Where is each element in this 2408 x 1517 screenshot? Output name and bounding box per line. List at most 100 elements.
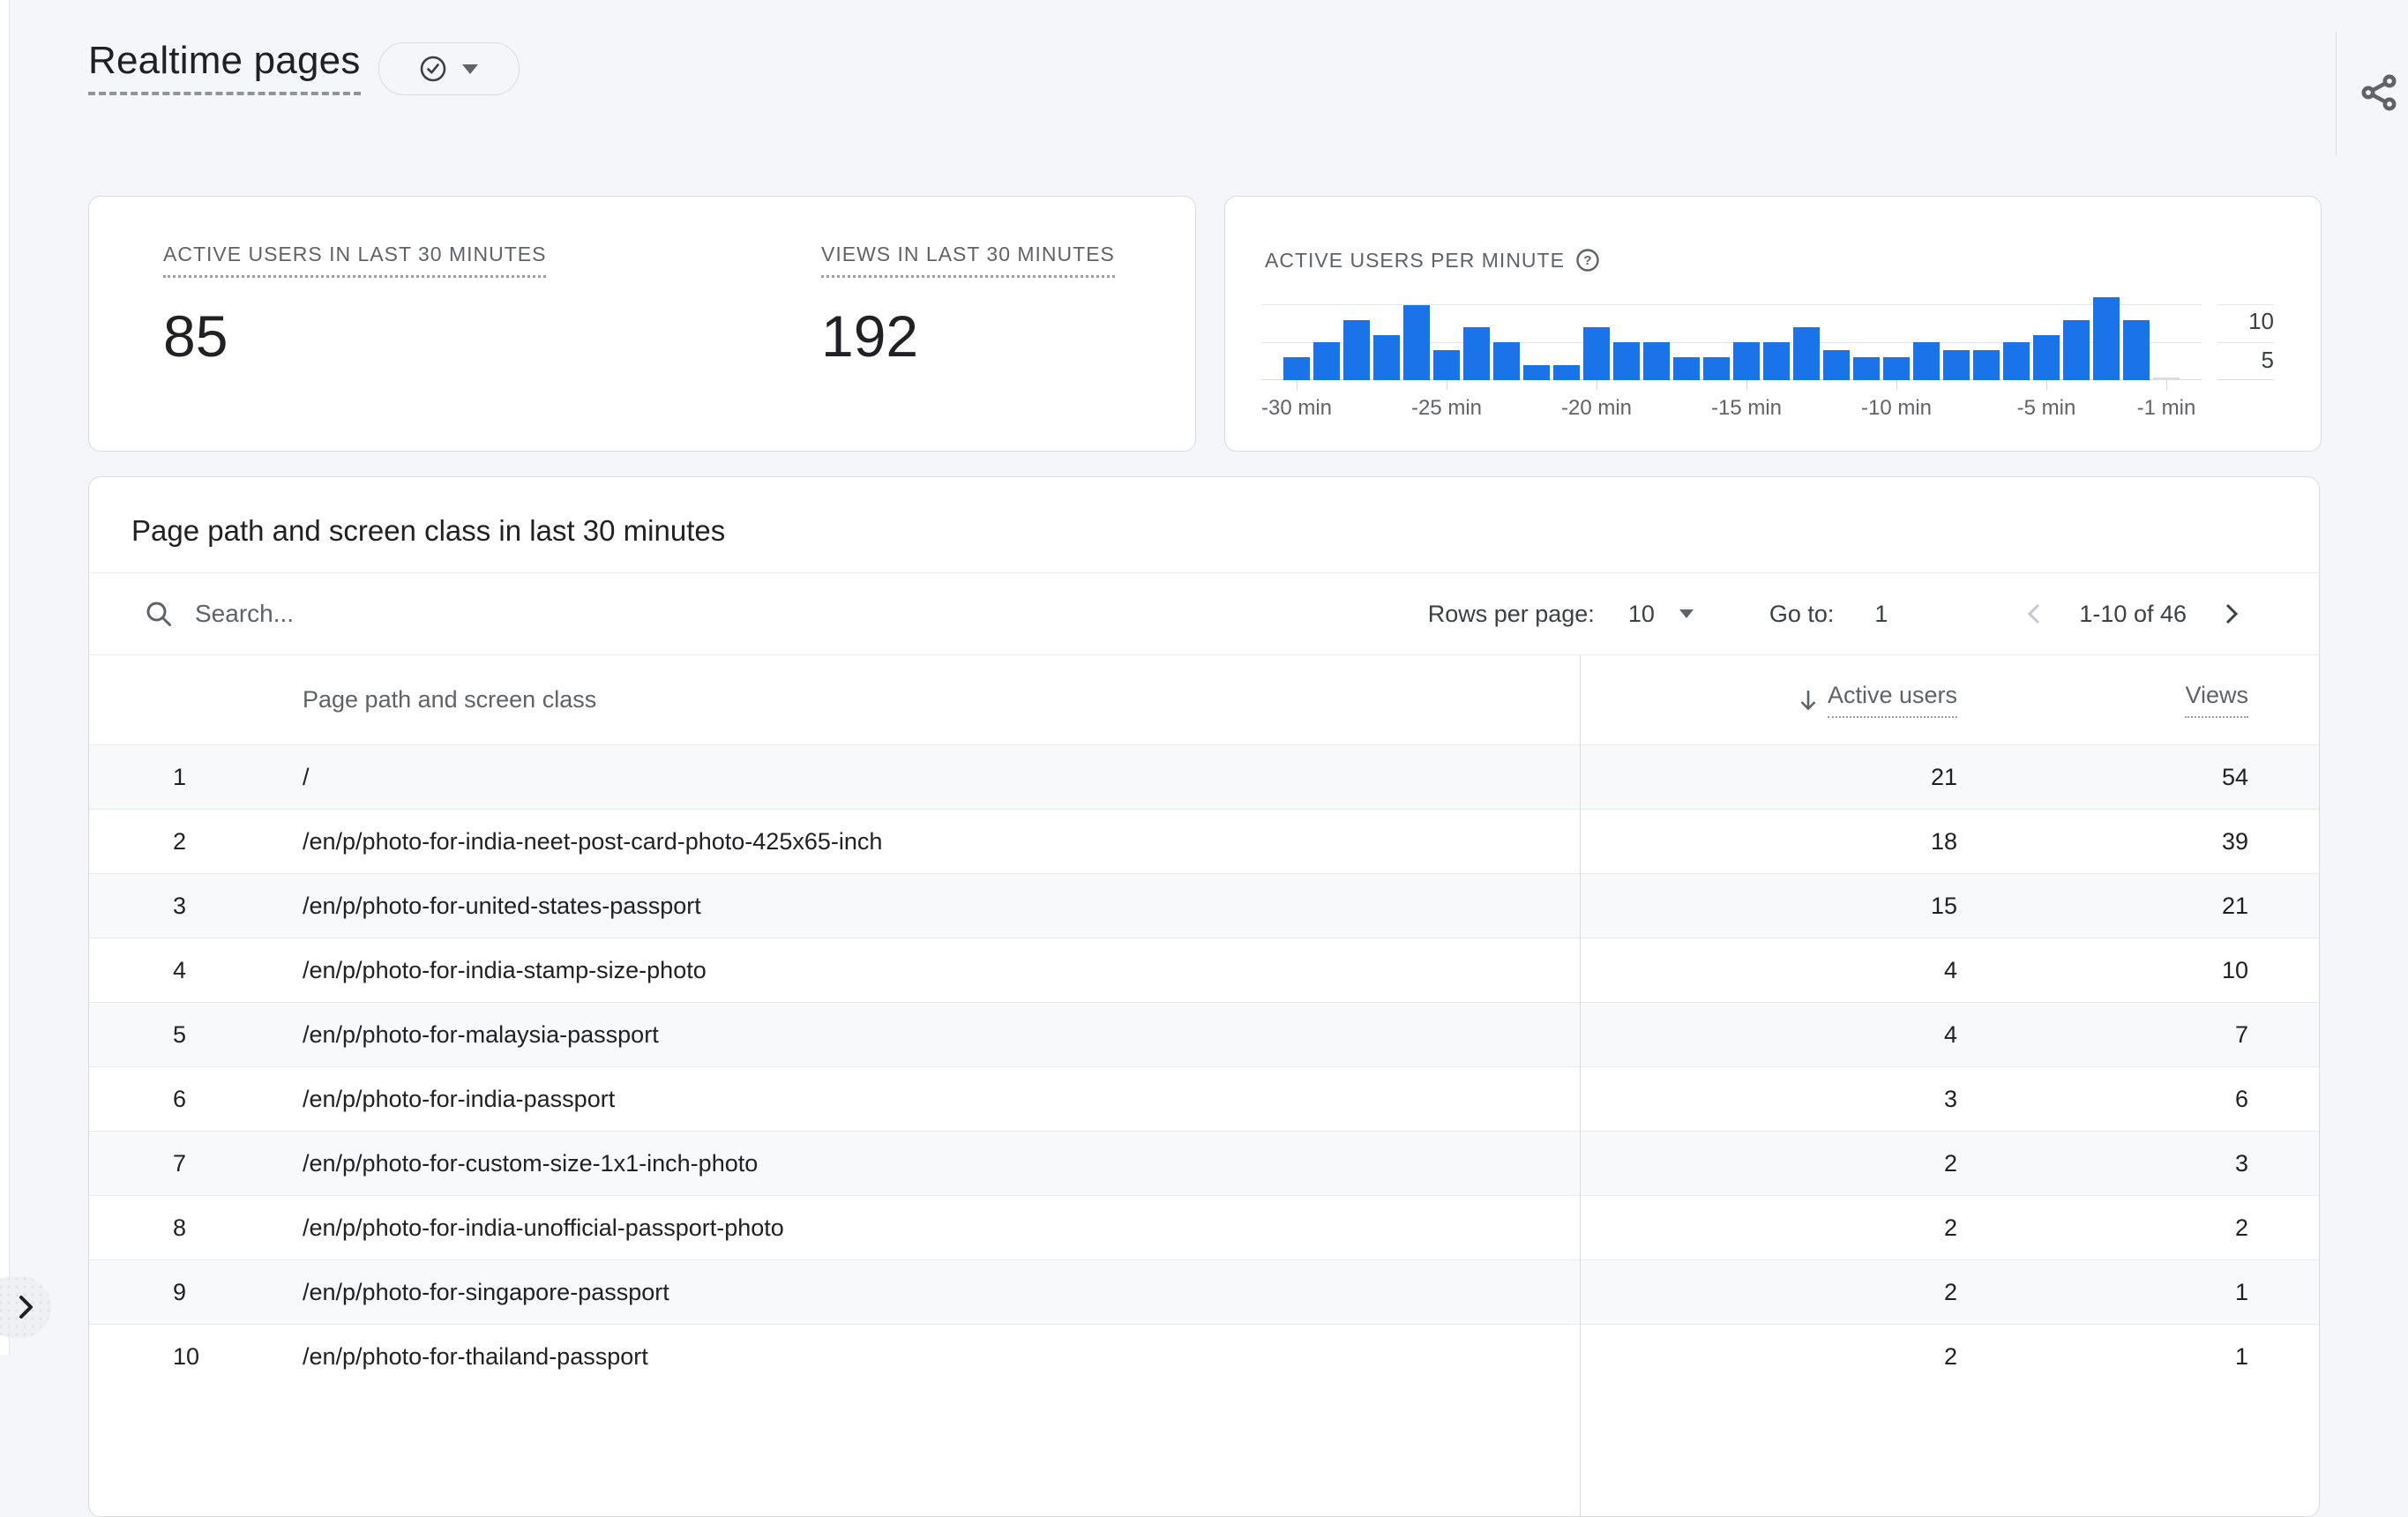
chevron-left-icon	[2028, 603, 2040, 624]
row-views: 1	[2234, 1278, 2248, 1305]
row-page-path: /en/p/photo-for-united-states-passport	[303, 892, 701, 919]
search-icon	[144, 599, 174, 629]
y-axis-tick-line-10	[2217, 304, 2274, 305]
chevron-right-icon	[2225, 603, 2239, 624]
page-header: Realtime pages	[88, 39, 520, 95]
rows-per-page-label: Rows per page:	[1427, 600, 1595, 627]
table-row: 4/en/p/photo-for-india-stamp-size-photo 4…	[89, 938, 2319, 1002]
page-title: Realtime pages	[88, 39, 361, 95]
row-page-path: /en/p/photo-for-thailand-passport	[303, 1342, 648, 1370]
active-users-metric-value: 85	[163, 303, 228, 369]
x-axis-label--25: -25 min	[1410, 396, 1483, 420]
chart-bar-minute--2	[2123, 320, 2150, 380]
table-row: 10/en/p/photo-for-thailand-passport 2 1	[89, 1324, 2319, 1388]
help-icon[interactable]: ?	[1575, 248, 1600, 273]
row-views: 54	[2221, 763, 2248, 790]
table-column-divider	[1580, 655, 1581, 1516]
report-status-dropdown-button[interactable]	[378, 42, 520, 95]
row-rank: 4	[173, 956, 187, 983]
table-header-row: Page path and screen class Active users …	[89, 655, 2319, 744]
row-rank: 1	[173, 763, 187, 790]
table-row: 6/en/p/photo-for-india-passport 3 6	[89, 1066, 2319, 1131]
row-views: 1	[2234, 1342, 2248, 1370]
caret-down-icon	[462, 64, 479, 74]
views-metric: VIEWS IN LAST 30 MINUTES 192	[821, 243, 1115, 370]
row-active-users: 4	[1943, 956, 1957, 983]
x-axis-label--30: -30 min	[1260, 396, 1333, 420]
active-users-per-minute-card: ACTIVE USERS PER MINUTE ? -30 min -25 min…	[1224, 196, 2322, 452]
chart-bar-minute--27	[1373, 335, 1400, 380]
table-row: 8/en/p/photo-for-india-unofficial-passpo…	[89, 1195, 2319, 1259]
row-views: 6	[2234, 1085, 2248, 1112]
search-input[interactable]	[193, 599, 655, 629]
chart-bar-minute--12	[1823, 350, 1850, 380]
chart-bar-minute--14	[1763, 342, 1790, 380]
row-rank: 7	[173, 1149, 187, 1177]
gridline-5	[1261, 342, 2202, 343]
header-divider	[2336, 32, 2337, 155]
active-users-per-minute-chart: -30 min -25 min -20 min -15 min -10 min -5 mi…	[1261, 294, 2202, 420]
prev-page-button[interactable]	[2017, 596, 2053, 631]
chart-bar-minute--6	[2003, 342, 2030, 380]
goto-page-input[interactable]	[1873, 599, 1930, 629]
chart-bar-minute--26	[1403, 305, 1430, 380]
x-axis-tick--10	[1896, 380, 1897, 390]
column-header-active-users-label: Active users	[1827, 682, 1957, 718]
page-path-table-card: Page path and screen class in last 30 mi…	[88, 476, 2320, 1517]
share-icon	[2361, 74, 2397, 111]
x-axis-label--20: -20 min	[1560, 396, 1633, 420]
svg-text:?: ?	[1583, 253, 1591, 268]
table-row: 2/en/p/photo-for-india-neet-post-card-ph…	[89, 809, 2319, 873]
row-views: 39	[2221, 827, 2248, 855]
row-page-path: /en/p/photo-for-india-neet-post-card-pho…	[303, 827, 883, 855]
chart-bar-minute--4	[2063, 320, 2090, 380]
table-row: 9/en/p/photo-for-singapore-passport 2 1	[89, 1259, 2319, 1324]
column-header-page-path: Page path and screen class	[303, 686, 597, 713]
chart-bar-minute--1	[2153, 377, 2180, 380]
share-button[interactable]	[2357, 71, 2401, 115]
y-axis-label-5: 5	[2261, 347, 2274, 373]
rows-per-page-value[interactable]: 10	[1627, 600, 1655, 627]
y-axis-tick-line-5	[2217, 342, 2274, 343]
active-users-metric: ACTIVE USERS IN LAST 30 MINUTES 85	[163, 243, 547, 370]
rows-per-page-caret-icon[interactable]	[1679, 609, 1694, 618]
row-rank: 9	[173, 1278, 187, 1305]
active-users-metric-label: ACTIVE USERS IN LAST 30 MINUTES	[163, 243, 547, 278]
row-page-path: /	[303, 763, 310, 790]
chart-bar-minute--5	[2033, 335, 2060, 380]
check-circle-icon	[419, 55, 447, 83]
chart-y-axis: 10 5	[2217, 294, 2274, 380]
table-row: 7/en/p/photo-for-custom-size-1x1-inch-ph…	[89, 1131, 2319, 1195]
column-header-views[interactable]: Views	[1957, 682, 2248, 718]
row-rank: 8	[173, 1214, 187, 1241]
row-views: 7	[2234, 1020, 2248, 1048]
chart-bar-minute--18	[1643, 342, 1670, 380]
row-views: 10	[2221, 956, 2248, 983]
chart-title: ACTIVE USERS PER MINUTE	[1265, 248, 1565, 272]
row-active-users: 3	[1943, 1085, 1957, 1112]
left-gutter	[0, 0, 10, 1355]
chart-bar-minute--19	[1613, 342, 1640, 380]
y-axis-tick-line-0	[2217, 379, 2274, 380]
chart-bar-minute--15	[1733, 342, 1760, 380]
column-header-active-users[interactable]: Active users	[1578, 682, 1957, 718]
realtime-metrics-card: ACTIVE USERS IN LAST 30 MINUTES 85 VIEWS…	[88, 196, 1196, 452]
chart-bar-minute--16	[1703, 357, 1730, 380]
expand-navigation-button[interactable]	[0, 1276, 51, 1338]
chart-bar-minute--28	[1343, 320, 1370, 380]
row-active-users: 18	[1930, 827, 1957, 855]
row-active-users: 2	[1943, 1214, 1957, 1241]
x-axis-label--1: -1 min	[2136, 396, 2196, 420]
row-rank: 10	[173, 1342, 200, 1370]
chart-bar-minute--11	[1853, 357, 1880, 380]
row-rank: 2	[173, 827, 187, 855]
row-page-path: /en/p/photo-for-india-stamp-size-photo	[303, 956, 707, 983]
row-active-users: 2	[1943, 1149, 1957, 1177]
table-row: 3/en/p/photo-for-united-states-passport 1…	[89, 873, 2319, 938]
row-page-path: /en/p/photo-for-india-passport	[303, 1085, 616, 1112]
pagination-range: 1-10 of 46	[2079, 600, 2187, 627]
next-page-button[interactable]	[2213, 596, 2248, 631]
row-page-path: /en/p/photo-for-singapore-passport	[303, 1278, 669, 1305]
chart-bar-minute--7	[1973, 350, 2000, 380]
views-metric-value: 192	[821, 303, 919, 369]
